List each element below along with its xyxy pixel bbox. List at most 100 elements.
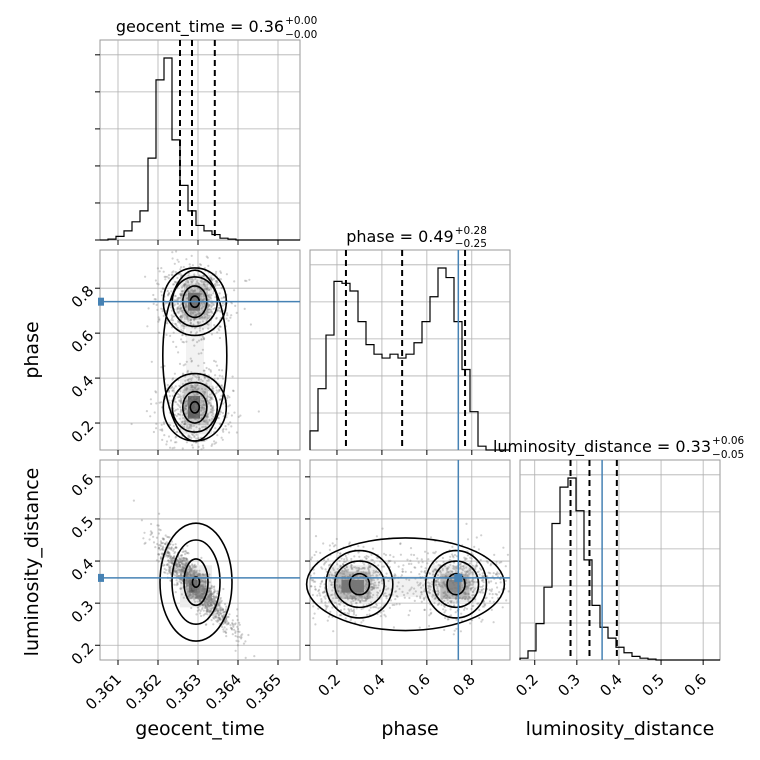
- scatter-point: [500, 561, 503, 564]
- scatter-point: [190, 360, 193, 363]
- scatter-point: [179, 575, 182, 578]
- scatter-point: [160, 307, 163, 310]
- scatter-point: [188, 416, 191, 419]
- scatter-point: [197, 573, 200, 576]
- scatter-point: [161, 429, 164, 432]
- scatter-point: [195, 404, 198, 407]
- scatter-point: [186, 579, 189, 582]
- scatter-point: [179, 554, 182, 557]
- scatter-point: [182, 284, 186, 287]
- scatter-point: [201, 407, 204, 410]
- scatter-point: [191, 303, 195, 306]
- scatter-point: [212, 591, 216, 594]
- scatter-point: [424, 569, 427, 573]
- scatter-point: [217, 610, 220, 613]
- scatter-point: [180, 292, 183, 295]
- scatter-point: [375, 556, 378, 559]
- scatter-point: [190, 568, 193, 572]
- scatter-point: [440, 598, 443, 601]
- scatter-point: [188, 565, 191, 568]
- scatter-point: [161, 545, 165, 548]
- scatter-point: [194, 385, 197, 388]
- scatter-point: [200, 589, 203, 592]
- scatter-point: [175, 546, 178, 549]
- scatter-point: [176, 307, 179, 310]
- contour-line: [171, 539, 221, 626]
- scatter-point: [191, 389, 194, 392]
- scatter-point: [444, 575, 447, 578]
- scatter-point: [330, 573, 333, 576]
- scatter-point: [215, 386, 218, 389]
- scatter-point: [176, 307, 180, 310]
- scatter-point: [208, 593, 211, 596]
- scatter-point: [167, 274, 171, 277]
- scatter-point: [195, 571, 198, 575]
- scatter-point: [371, 587, 374, 590]
- scatter-point: [205, 601, 209, 604]
- scatter-point: [183, 283, 186, 286]
- scatter-point: [372, 571, 375, 575]
- scatter-point: [449, 614, 453, 617]
- scatter-point: [196, 592, 199, 596]
- scatter-point: [459, 584, 462, 587]
- scatter-point: [181, 574, 184, 577]
- scatter-point: [175, 571, 179, 574]
- scatter-point: [455, 598, 458, 601]
- scatter-point: [226, 396, 229, 400]
- scatter-point: [348, 610, 351, 613]
- scatter-point: [201, 379, 204, 383]
- scatter-point: [198, 591, 201, 594]
- scatter-point: [180, 573, 183, 576]
- scatter-point: [375, 586, 378, 589]
- scatter-point: [476, 571, 479, 574]
- scatter-point: [420, 600, 423, 603]
- scatter-point: [190, 425, 193, 428]
- scatter-point: [183, 426, 186, 429]
- scatter-point: [201, 596, 204, 599]
- scatter-point: [445, 594, 448, 597]
- scatter-point: [162, 548, 165, 552]
- scatter-point: [444, 609, 447, 612]
- scatter-point: [362, 570, 365, 574]
- scatter-point: [435, 561, 438, 564]
- scatter-point: [201, 579, 204, 583]
- scatter-point: [465, 578, 468, 581]
- scatter-point: [426, 552, 430, 555]
- scatter-point: [191, 264, 194, 267]
- scatter-point: [466, 570, 469, 573]
- scatter-point: [342, 589, 345, 592]
- scatter-point: [432, 570, 435, 573]
- scatter-point: [209, 590, 212, 593]
- scatter-point: [439, 564, 442, 567]
- scatter-point: [183, 402, 187, 405]
- scatter-point: [192, 374, 195, 377]
- scatter-point: [452, 564, 455, 568]
- scatter-point: [185, 387, 188, 390]
- scatter-point: [187, 572, 190, 575]
- scatter-point: [188, 590, 191, 593]
- scatter-point: [172, 387, 176, 390]
- scatter-point: [377, 581, 380, 584]
- scatter-point: [210, 397, 213, 400]
- scatter-point: [356, 566, 359, 569]
- scatter-point: [423, 608, 426, 612]
- scatter-point: [194, 417, 197, 421]
- scatter-point: [185, 578, 188, 581]
- scatter-point: [158, 512, 161, 515]
- scatter-point: [174, 563, 177, 567]
- scatter-point: [231, 622, 234, 625]
- scatter-point: [199, 592, 202, 595]
- scatter-point: [161, 287, 164, 290]
- scatter-point: [357, 589, 360, 593]
- scatter-point: [187, 589, 190, 592]
- scatter-point: [176, 563, 179, 566]
- scatter-point: [344, 617, 347, 620]
- scatter-point: [404, 570, 407, 573]
- scatter-point: [201, 596, 204, 599]
- scatter-point: [157, 546, 160, 550]
- scatter-point: [225, 628, 228, 631]
- scatter-point: [174, 303, 177, 306]
- scatter-point: [205, 601, 208, 604]
- scatter-point: [359, 601, 362, 604]
- scatter-point: [210, 604, 213, 607]
